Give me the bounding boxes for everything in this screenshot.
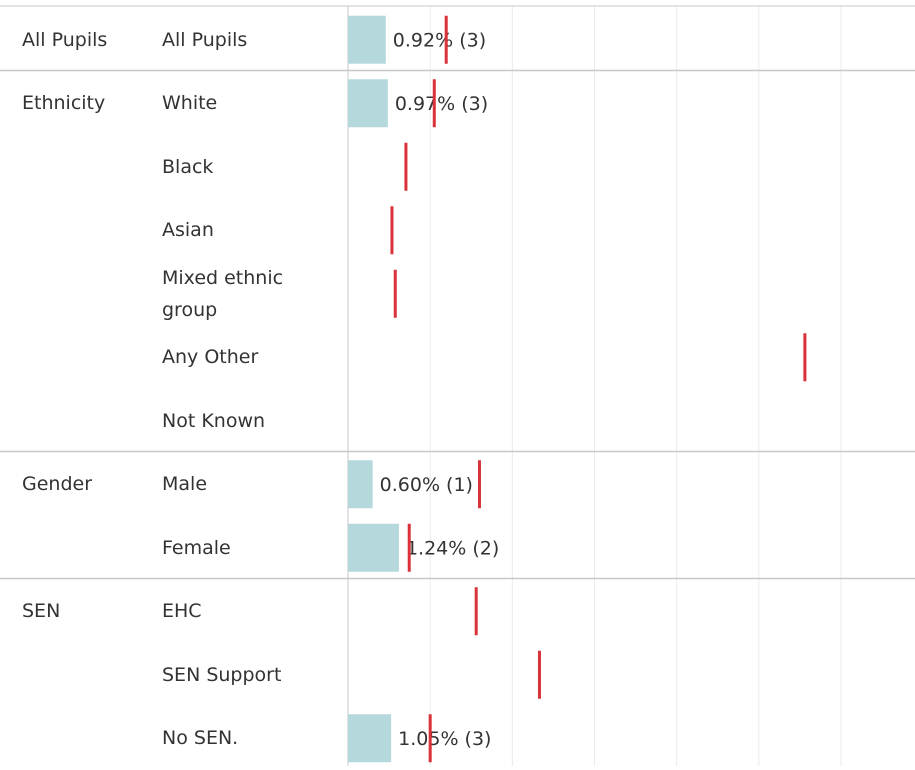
group-label: All Pupils [22,8,152,72]
category-label: Mixed ethnic group [162,262,322,326]
category-label: Any Other [162,326,322,390]
bar [348,79,388,127]
category-label: Male [162,453,322,517]
category-label: Female [162,516,322,580]
value-label: 1.24% (2) [406,537,499,559]
group-label: SEN [22,580,152,644]
bar [348,16,386,64]
value-label: 0.60% (1) [380,474,473,496]
category-label: Asian [162,199,322,263]
bar [348,714,391,762]
category-label: EHC [162,580,322,644]
group-label: Ethnicity [22,72,152,136]
value-label: 1.05% (3) [398,728,491,750]
category-label: SEN Support [162,643,322,707]
value-label: 0.92% (3) [393,29,486,51]
value-label: 0.97% (3) [395,93,488,115]
bar [348,524,399,572]
category-label: All Pupils [162,8,322,72]
category-label: No SEN. [162,707,322,770]
bar [348,460,373,508]
group-label: Gender [22,453,152,517]
category-label: Not Known [162,389,322,453]
category-label: White [162,72,322,136]
category-label: Black [162,135,322,199]
